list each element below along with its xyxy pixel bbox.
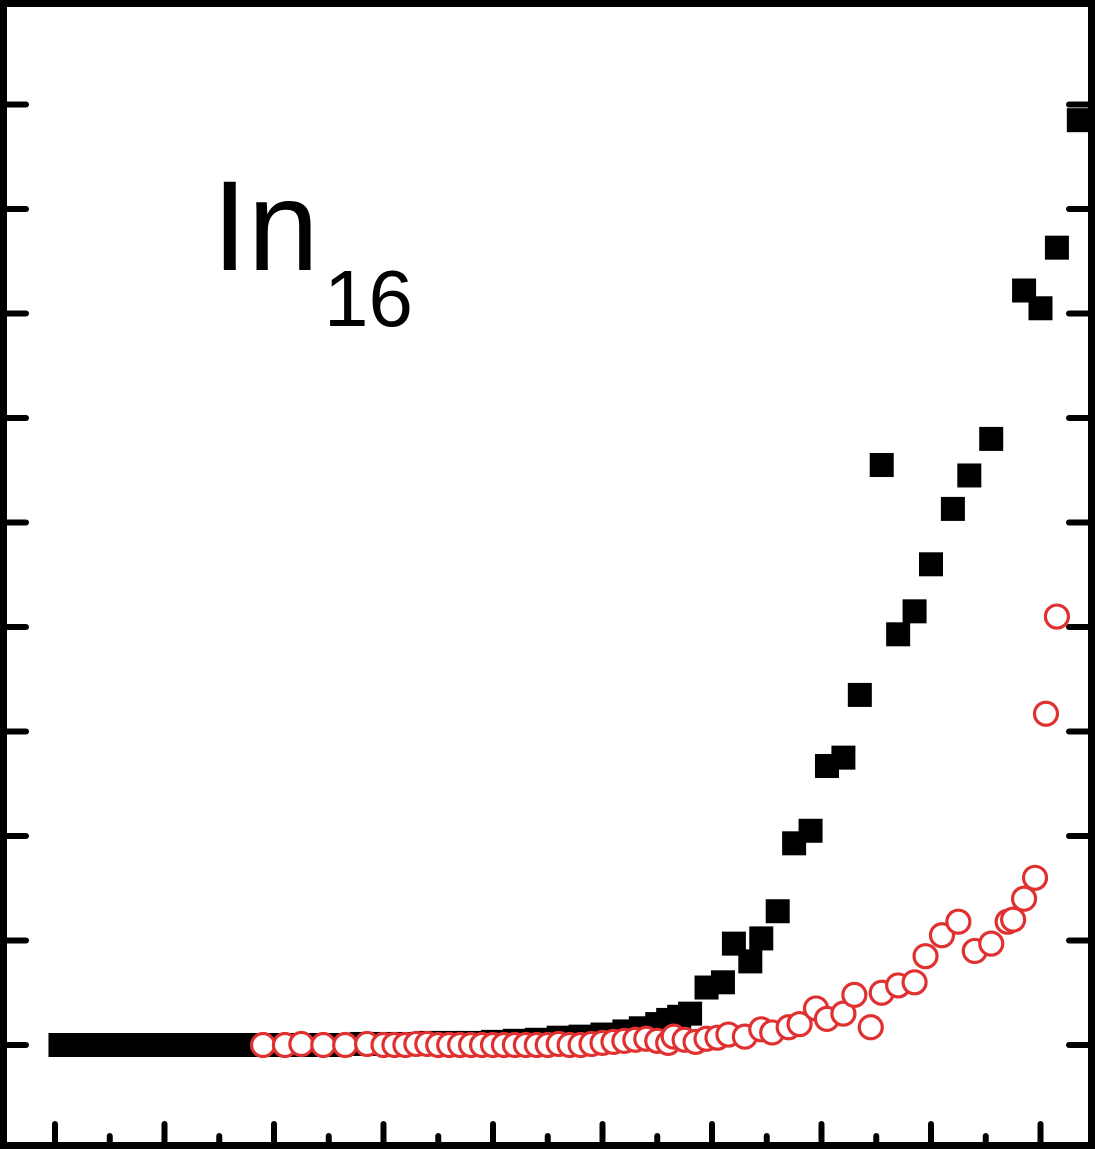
square-series bbox=[48, 108, 1091, 1057]
circle-series bbox=[249, 603, 1071, 1059]
data-point-square bbox=[940, 496, 965, 521]
data-point-square bbox=[678, 1001, 703, 1026]
data-point-square bbox=[902, 599, 927, 624]
data-point-circle bbox=[912, 943, 939, 970]
data-point-circle bbox=[786, 1010, 813, 1038]
data-point-square bbox=[886, 622, 911, 647]
data-point-square bbox=[749, 926, 774, 951]
data-point-square bbox=[710, 970, 735, 995]
data-point-square bbox=[738, 949, 763, 974]
data-point-square bbox=[979, 426, 1004, 451]
data-point-square bbox=[957, 463, 982, 488]
data-point-circle bbox=[945, 908, 972, 935]
data-point-square bbox=[1028, 296, 1053, 321]
data-point-circle bbox=[1000, 906, 1027, 933]
data-point-circle bbox=[1032, 700, 1060, 727]
annotation-subscript: 16 bbox=[324, 254, 413, 343]
data-point-circle bbox=[310, 1031, 337, 1059]
data-point-square bbox=[1066, 108, 1091, 133]
data-point-circle bbox=[288, 1030, 315, 1058]
data-point-square bbox=[765, 899, 790, 924]
data-point-circle bbox=[901, 969, 928, 996]
annotation-main: In bbox=[212, 155, 319, 298]
data-point-square bbox=[919, 552, 943, 577]
data-point-square bbox=[1044, 235, 1069, 260]
data-point-square bbox=[798, 818, 823, 843]
data-point-circle bbox=[1043, 603, 1071, 630]
data-point-circle bbox=[830, 1000, 857, 1027]
data-point-circle bbox=[928, 922, 956, 949]
data-point-circle bbox=[1021, 864, 1049, 891]
data-point-circle bbox=[332, 1031, 359, 1059]
data-point-circle bbox=[857, 1014, 884, 1041]
data-point-circle bbox=[1010, 885, 1038, 912]
data-point-circle bbox=[841, 981, 868, 1008]
ticks-layer bbox=[1, 101, 1094, 1149]
data-point-square bbox=[869, 453, 894, 478]
data-point-circle bbox=[978, 930, 1005, 957]
data-point-square bbox=[847, 682, 872, 707]
data-point-square bbox=[831, 745, 856, 770]
data-point-circle bbox=[249, 1031, 277, 1059]
